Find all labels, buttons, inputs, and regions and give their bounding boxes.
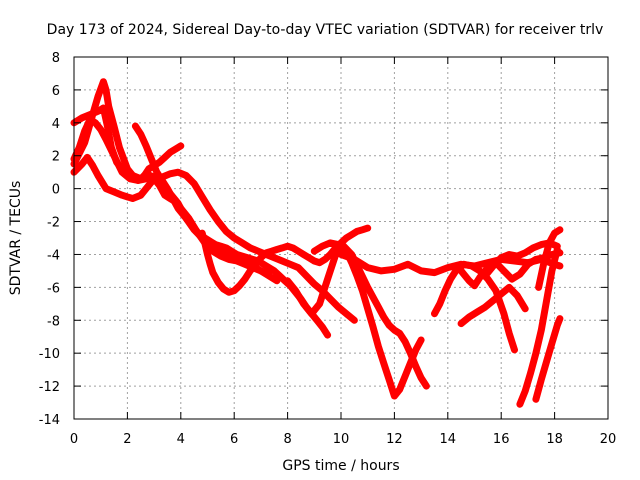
x-axis-title: GPS time / hours [282,458,399,474]
x-tick-label: 6 [230,432,238,447]
series-arc-13 [481,239,561,280]
x-tick-label: 4 [177,432,185,447]
series-arc-10 [431,260,518,354]
series-arc-15 [532,315,564,403]
x-tick-label: 0 [70,432,78,447]
y-tick-label: -10 [39,347,60,362]
x-tick-label: 8 [283,432,291,447]
y-tick-label: 4 [52,117,60,132]
series-arc-7 [284,242,430,390]
y-tick-label: -8 [47,314,60,329]
x-tick-label: 10 [333,432,350,447]
y-tick-label: 8 [52,51,60,66]
y-tick-label: -4 [47,248,60,263]
chart-title: Day 173 of 2024, Sidereal Day-to-day VTE… [47,22,604,38]
series-layer [70,78,564,408]
y-tick-label: -6 [47,281,60,296]
y-tick-label: 0 [52,183,60,198]
tick-layer [73,56,609,420]
y-tick-labels: -14 -12 -10 -8 -6 -4 -2 0 2 4 6 8 [39,51,60,428]
y-tick-label: 6 [52,84,60,99]
x-tick-label: 20 [600,432,617,447]
x-tick-label: 18 [546,432,563,447]
x-tick-label: 16 [493,432,510,447]
y-tick-label: -2 [47,216,60,231]
x-tick-labels: 0 2 4 6 8 10 12 14 16 18 20 [70,432,616,447]
series-arc-11 [455,249,564,290]
x-tick-label: 2 [123,432,131,447]
y-axis-title: SDTVAR / TECUs [8,181,24,296]
series-arc-14 [516,246,561,408]
x-tick-label: 14 [440,432,457,447]
series-arc-8 [310,239,425,400]
x-tick-label: 12 [386,432,403,447]
series-arc-16 [535,226,564,291]
y-tick-label: 2 [52,150,60,165]
grid [74,57,608,419]
series-arc-12 [457,283,529,328]
series-arc-4 [70,116,358,324]
y-tick-label: -14 [39,413,60,428]
y-tick-label: -12 [39,380,60,395]
series-arc-3 [70,153,273,278]
